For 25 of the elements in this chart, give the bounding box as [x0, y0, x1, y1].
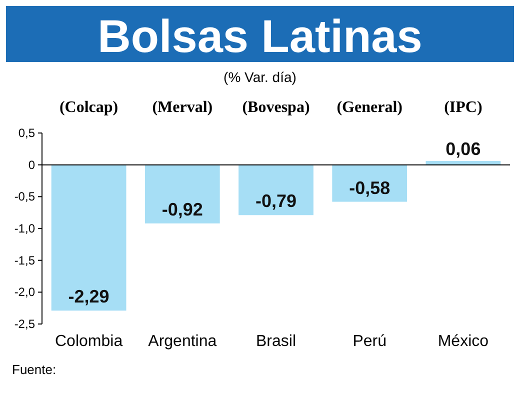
text: (IPC) — [444, 99, 482, 116]
x-tick-label: Perú — [352, 333, 386, 350]
text: (Colcap) — [59, 99, 118, 116]
chart-subtitle: (% Var. día) — [224, 69, 296, 85]
data-label: 0,06 — [446, 139, 481, 160]
y-tick-label: -0,5 — [14, 190, 36, 204]
data-label: -0,79 — [255, 191, 297, 212]
x-tick-label: México — [438, 333, 489, 350]
x-tick-label: Colombia — [55, 333, 123, 350]
y-tick-label: -2,0 — [14, 285, 36, 300]
y-tick-label: 0 — [28, 158, 36, 172]
x-tick-label: Argentina — [148, 333, 217, 350]
y-tick-label: -1,0 — [14, 222, 36, 236]
data-label: -0,58 — [349, 178, 390, 198]
data-label: -2,29 — [68, 286, 110, 307]
y-tick-label: 0,5 — [18, 126, 36, 140]
chart-title: Bolsas Latinas — [98, 10, 422, 62]
x-tick-label: Brasil — [256, 333, 296, 350]
data-label: -0,92 — [162, 199, 203, 220]
text: (Bovespa) — [242, 99, 310, 116]
y-tick-label: -2,5 — [14, 317, 36, 331]
source-note: Fuente: — [12, 362, 56, 377]
y-tick-label: -1,5 — [14, 253, 36, 268]
text: (General) — [336, 99, 402, 116]
text: (Merval) — [152, 99, 213, 116]
